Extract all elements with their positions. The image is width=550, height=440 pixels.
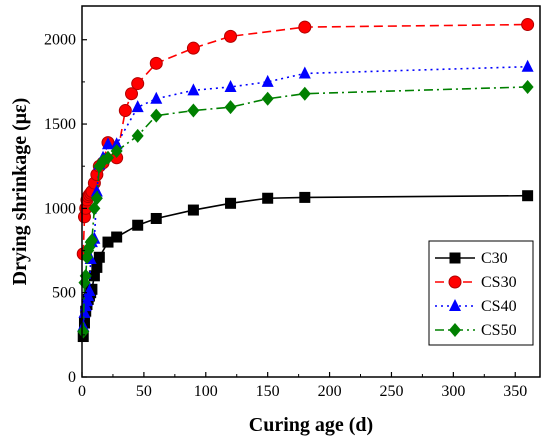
data-point-CS40 [150,91,163,104]
legend-marker-CS50 [449,323,461,337]
y-tick-label-1500: 1500 [44,116,76,133]
data-point-CS40 [521,59,534,72]
data-point-CS30 [149,56,163,70]
data-point-C30 [522,190,534,202]
data-point-CS50 [88,201,101,216]
data-point-C30 [132,219,144,231]
data-point-CS30 [118,104,132,118]
data-point-CS40 [101,137,114,150]
y-tick-label-0: 0 [68,369,76,386]
chart-axes: 0 50 100 150 200 250 300 350 0 500 1000 1500 2000 [44,32,527,400]
series-CS30 [76,18,535,261]
y-axis-title: Drying shrinkage (με) [9,98,31,286]
plot-frame [81,5,541,378]
data-point-CS50 [187,103,200,118]
data-point-CS50 [150,108,163,123]
data-point-CS40 [298,66,311,79]
x-tick-label-250: 250 [379,383,403,400]
data-point-CS30 [521,18,535,32]
data-point-CS50 [261,91,274,106]
data-point-CS40 [224,79,237,92]
data-point-C30 [150,212,162,224]
data-point-CS30 [224,29,238,43]
y-tick-label-2000: 2000 [44,32,76,49]
data-point-CS30 [186,41,200,55]
data-point-CS40 [187,83,200,96]
legend-label-CS30: CS30 [481,274,517,291]
x-tick-label-200: 200 [318,383,342,400]
data-point-C30 [262,192,274,204]
data-point-CS50 [77,324,90,339]
y-tick-label-500: 500 [52,285,76,302]
data-point-CS30 [131,77,145,91]
data-point-C30 [299,191,311,203]
legend-label-CS40: CS40 [481,298,517,315]
chart-marks [76,18,535,343]
legend-marker-C30 [449,252,461,264]
x-tick-label-150: 150 [256,383,280,400]
data-point-CS50 [224,100,237,115]
legend-marker-CS30 [448,275,462,289]
legend-label-C30: C30 [481,250,508,267]
x-tick-label-300: 300 [441,383,465,400]
series-line-CS30 [82,23,528,254]
data-point-C30 [187,204,199,216]
data-point-CS40 [110,137,123,150]
data-point-C30 [225,197,237,209]
data-point-CS50 [110,144,123,159]
y-tick-label-1000: 1000 [44,200,76,217]
data-point-CS40 [261,74,274,87]
x-tick-label-350: 350 [503,383,527,400]
data-point-CS50 [90,191,103,206]
x-tick-label-50: 50 [136,383,152,400]
data-point-CS40 [131,100,144,113]
series-CS50 [77,79,534,339]
x-tick-label-100: 100 [194,383,218,400]
data-point-CS50 [131,128,144,143]
data-point-CS50 [521,79,534,94]
data-point-CS50 [298,86,311,101]
data-point-CS30 [125,87,139,101]
legend-marker-CS40 [449,299,461,311]
data-point-CS50 [85,233,98,248]
data-point-CS50 [101,150,114,165]
data-point-CS30 [298,20,312,34]
data-point-C30 [111,231,123,243]
data-point-CS40 [90,184,103,197]
legend: C30 CS30 CS40 CS50 [428,240,534,346]
x-axis-title: Curing age (d) [249,414,373,436]
legend-label-CS50: CS50 [481,322,517,339]
data-point-C30 [93,251,105,263]
x-tick-label-0: 0 [78,383,86,400]
